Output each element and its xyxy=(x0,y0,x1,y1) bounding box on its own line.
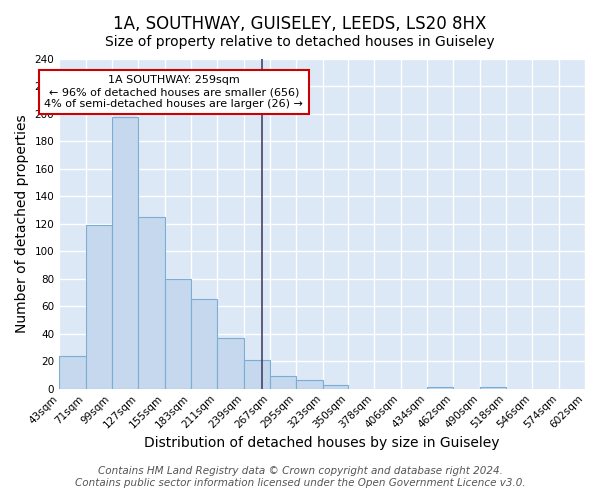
X-axis label: Distribution of detached houses by size in Guiseley: Distribution of detached houses by size … xyxy=(145,436,500,450)
Bar xyxy=(191,300,217,388)
Bar xyxy=(164,279,191,388)
Text: Size of property relative to detached houses in Guiseley: Size of property relative to detached ho… xyxy=(105,35,495,49)
Bar xyxy=(270,376,296,388)
Bar xyxy=(112,116,138,388)
Bar xyxy=(323,384,348,388)
Bar xyxy=(59,356,86,388)
Bar xyxy=(244,360,270,388)
Bar xyxy=(217,338,244,388)
Bar xyxy=(138,217,164,388)
Y-axis label: Number of detached properties: Number of detached properties xyxy=(15,114,29,333)
Bar xyxy=(86,225,112,388)
Text: 1A, SOUTHWAY, GUISELEY, LEEDS, LS20 8HX: 1A, SOUTHWAY, GUISELEY, LEEDS, LS20 8HX xyxy=(113,15,487,33)
Bar xyxy=(296,380,323,388)
Text: 1A SOUTHWAY: 259sqm
← 96% of detached houses are smaller (656)
4% of semi-detach: 1A SOUTHWAY: 259sqm ← 96% of detached ho… xyxy=(44,76,304,108)
Text: Contains HM Land Registry data © Crown copyright and database right 2024.
Contai: Contains HM Land Registry data © Crown c… xyxy=(74,466,526,487)
